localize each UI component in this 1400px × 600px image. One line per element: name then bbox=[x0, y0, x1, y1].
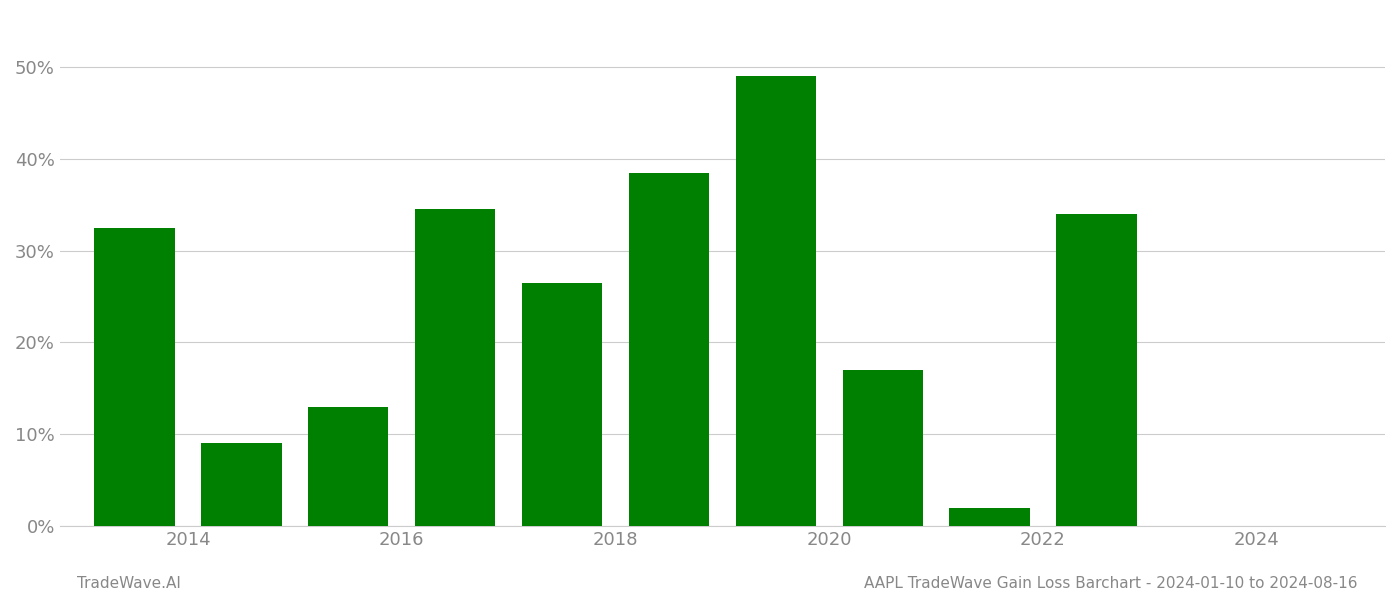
Bar bbox=[308, 407, 388, 526]
Bar bbox=[414, 209, 496, 526]
Bar bbox=[1057, 214, 1137, 526]
Bar bbox=[94, 227, 175, 526]
Bar bbox=[522, 283, 602, 526]
Bar bbox=[843, 370, 923, 526]
Bar bbox=[736, 76, 816, 526]
Text: AAPL TradeWave Gain Loss Barchart - 2024-01-10 to 2024-08-16: AAPL TradeWave Gain Loss Barchart - 2024… bbox=[865, 576, 1358, 591]
Bar bbox=[202, 443, 281, 526]
Bar bbox=[629, 173, 708, 526]
Text: TradeWave.AI: TradeWave.AI bbox=[77, 576, 181, 591]
Bar bbox=[949, 508, 1029, 526]
